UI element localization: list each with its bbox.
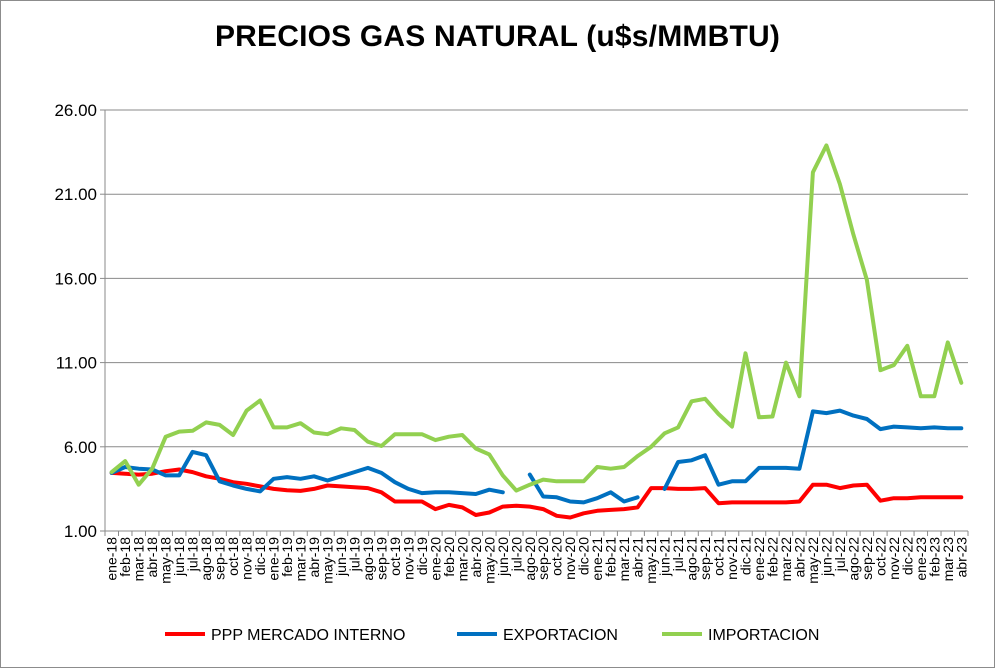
x-tick-label: nov-22: [886, 537, 902, 580]
x-tick-label: mar-20: [454, 537, 470, 582]
x-tick-label: jun-18: [171, 537, 187, 577]
legend: PPP MERCADO INTERNO EXPORTACION IMPORTACIO…: [165, 627, 819, 644]
y-tick-label: 11.00: [56, 354, 97, 373]
y-tick-label: 1.00: [64, 522, 97, 541]
x-tick-label: abr-20: [468, 537, 484, 578]
x-tick-label: abr-21: [630, 537, 646, 578]
x-tick-label: feb-19: [279, 537, 295, 577]
legend-label-1: EXPORTACION: [503, 627, 618, 644]
x-tick-label: may-18: [158, 537, 174, 584]
x-tick-label: jun-19: [333, 537, 349, 577]
x-tick-label: may-22: [805, 537, 821, 584]
legend-label-2: IMPORTACION: [708, 627, 819, 644]
x-tick-label: sep-19: [373, 537, 389, 580]
x-tick-label: ene-21: [589, 537, 605, 581]
x-tick-label: ene-23: [913, 537, 929, 581]
x-tick-label: nov-20: [562, 537, 578, 580]
x-tick-label: jun-20: [495, 537, 511, 577]
x-tick-label: oct-20: [549, 537, 565, 576]
x-tick-label: feb-20: [441, 537, 457, 577]
x-tick-label: oct-21: [711, 537, 727, 576]
x-tick-label: feb-22: [764, 537, 780, 577]
series-line-1: [109, 408, 964, 505]
x-tick-label: mar-19: [293, 537, 309, 582]
x-tick-label: mar-21: [616, 537, 632, 582]
x-tick-label: ago-18: [198, 537, 214, 581]
x-tick-label: jun-21: [657, 537, 673, 577]
x-tick-label: ene-19: [266, 537, 282, 581]
x-tick-label: ago-19: [360, 537, 376, 581]
series-line-2: [109, 143, 964, 493]
x-tick-label: abr-18: [144, 537, 160, 578]
x-tick-label: dic-19: [414, 537, 430, 575]
x-tick-label: nov-19: [400, 537, 416, 580]
x-tick-label: jul-20: [508, 537, 524, 572]
x-tick-label: mar-18: [131, 537, 147, 582]
x-tick-label: mar-22: [778, 537, 794, 582]
legend-label-0: PPP MERCADO INTERNO: [211, 627, 405, 644]
x-tick-label: dic-22: [899, 537, 915, 575]
series-line-0: [109, 467, 964, 520]
x-tick-label: jul-18: [185, 537, 201, 572]
x-tick-label: jul-19: [346, 537, 362, 572]
x-tick-label: jul-21: [670, 537, 686, 572]
x-axis-ticks: ene-18feb-18mar-18abr-18may-18jun-18jul-…: [104, 531, 969, 584]
y-tick-label: 16.00: [54, 269, 97, 288]
x-tick-label: sep-21: [697, 537, 713, 580]
x-tick-label: nov-18: [239, 537, 255, 580]
x-tick-label: mar-23: [940, 537, 956, 582]
x-tick-label: ago-21: [684, 537, 700, 581]
x-tick-label: jul-22: [832, 537, 848, 572]
x-tick-label: feb-23: [926, 537, 942, 577]
y-tick-label: 21.00: [54, 185, 97, 204]
x-tick-label: dic-18: [252, 537, 268, 575]
chart-title: PRECIOS GAS NATURAL (u$s/MMBTU): [214, 20, 781, 53]
x-tick-label: feb-18: [117, 537, 133, 577]
x-tick-label: ago-22: [845, 537, 861, 581]
x-tick-label: may-19: [319, 537, 335, 584]
series-lines: [109, 143, 964, 520]
x-tick-label: abr-22: [791, 537, 807, 578]
x-tick-label: nov-21: [724, 537, 740, 580]
x-tick-label: oct-18: [225, 537, 241, 576]
grid-lines: [104, 109, 968, 532]
x-tick-label: oct-19: [387, 537, 403, 576]
x-tick-label: dic-21: [738, 537, 754, 575]
x-tick-label: sep-22: [859, 537, 875, 580]
x-tick-label: ene-20: [427, 537, 443, 581]
x-tick-label: feb-21: [603, 537, 619, 577]
x-tick-label: may-21: [643, 537, 659, 584]
x-tick-label: oct-22: [872, 537, 888, 576]
x-tick-label: dic-20: [576, 537, 592, 575]
x-tick-label: ene-18: [104, 537, 120, 581]
x-tick-label: sep-18: [212, 537, 228, 580]
y-axis-ticks: 1.00 6.00 11.00 16.00 21.00 26.00: [54, 101, 105, 541]
x-tick-label: abr-19: [306, 537, 322, 578]
x-tick-label: ene-22: [751, 537, 767, 581]
x-tick-label: abr-23: [953, 537, 969, 578]
y-tick-label: 26.00: [54, 101, 97, 120]
x-tick-label: ago-20: [522, 537, 538, 581]
x-tick-label: jun-22: [818, 537, 834, 577]
x-tick-label: sep-20: [535, 537, 551, 580]
x-tick-label: may-20: [481, 537, 497, 584]
y-tick-label: 6.00: [64, 438, 97, 457]
